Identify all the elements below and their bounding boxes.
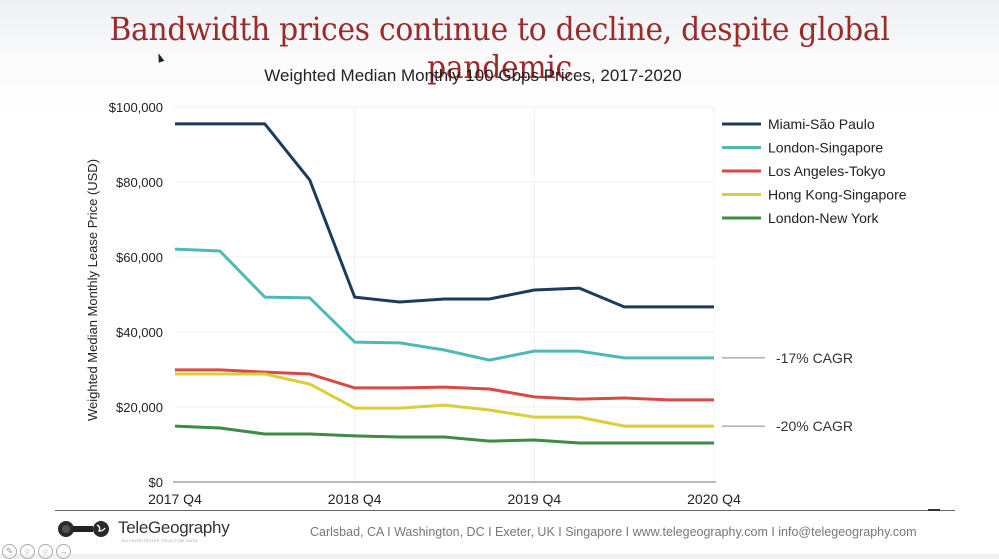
legend-entry: Miami-São Paulo [768, 116, 875, 132]
y-axis-label: Weighted Median Monthly Lease Price (USD… [85, 159, 100, 421]
footer-divider-mark [928, 509, 940, 511]
series-line-hong-kong-singapore [175, 372, 714, 428]
x-tick-label: 2018 Q4 [328, 491, 382, 507]
y-tick-label: $0 [149, 475, 163, 490]
series-line-london-singapore [174, 247, 714, 362]
slide-nav-controls: ✎ ○ ○ → [2, 544, 71, 559]
y-tick-label: $40,000 [116, 325, 163, 340]
legend-entry: London-Singapore [768, 140, 883, 156]
footer-contact: Carlsbad, CA I Washington, DC I Exeter, … [310, 525, 917, 539]
menu-icon[interactable]: ○ [38, 544, 53, 559]
legend: Miami-São Paulo London-Singapore Los Angel… [722, 116, 907, 226]
x-axis-ticks: 2017 Q4 2018 Q4 2019 Q4 2020 Q4 [148, 491, 741, 507]
y-tick-label: $100,000 [109, 100, 163, 115]
cagr-annotation: -17% CAGR [776, 350, 853, 366]
next-arrow-icon[interactable]: → [56, 544, 71, 559]
logo-tagline: AUTHORITATIVE TELECOM DATA [122, 538, 198, 543]
x-tick-label: 2019 Q4 [507, 491, 561, 507]
series-line-los-angeles-tokyo [175, 368, 714, 402]
legend-entry: Hong Kong-Singapore [768, 187, 907, 203]
x-tick-label: 2020 Q4 [687, 491, 741, 507]
y-axis-ticks: $0 $20,000 $40,000 $60,000 $80,000 $100,000 [109, 100, 163, 490]
pen-icon[interactable]: ✎ [2, 544, 17, 559]
legend-entry: Los Angeles-Tokyo [768, 163, 886, 179]
chart-title: Weighted Median Monthly 100 Gbps Prices,… [264, 66, 682, 85]
y-tick-label: $20,000 [116, 400, 163, 415]
series-line-miami-s-o-paulo [175, 122, 714, 309]
x-tick-label: 2017 Q4 [148, 491, 202, 507]
cagr-annotation: -20% CAGR [776, 418, 853, 434]
y-tick-label: $60,000 [116, 250, 163, 265]
footer-divider [55, 510, 955, 511]
series-lines [174, 122, 714, 445]
zoom-icon[interactable]: ○ [20, 544, 35, 559]
telegeography-logo-icon [58, 521, 109, 537]
legend-entry: London-New York [768, 210, 880, 226]
logo-name: TeleGeography [118, 518, 230, 537]
annotations: -17% CAGR -20% CAGR [722, 350, 853, 434]
series-line-london-new-york [174, 424, 714, 445]
slide-title: Bandwidth prices continue to decline, de… [109, 10, 890, 86]
y-tick-label: $80,000 [116, 175, 163, 190]
